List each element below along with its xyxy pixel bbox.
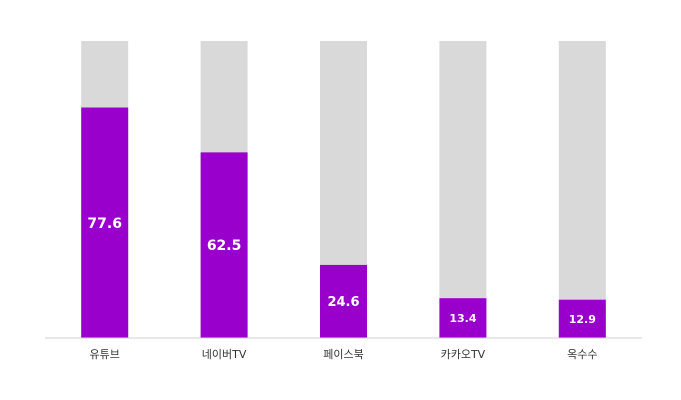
- x-tick-label: 유튜브: [90, 348, 120, 361]
- bar-track: [558, 41, 606, 338]
- bar-track: [439, 41, 487, 338]
- bar: [439, 298, 487, 338]
- data-label: 77.6: [87, 216, 122, 232]
- x-tick-label: 옥수수: [567, 348, 597, 361]
- data-label: 13.4: [449, 312, 476, 325]
- x-tick-label: 카카오TV: [441, 348, 486, 361]
- bar: [558, 299, 606, 338]
- data-label: 62.5: [207, 238, 242, 254]
- bar: [320, 264, 367, 338]
- bar: [200, 152, 248, 338]
- data-label: 12.9: [569, 313, 596, 326]
- data-label: 24.6: [327, 295, 359, 310]
- x-tick-label: 네이버TV: [202, 348, 247, 361]
- bar: [81, 107, 129, 338]
- x-tick-label: 페이스북: [323, 348, 363, 361]
